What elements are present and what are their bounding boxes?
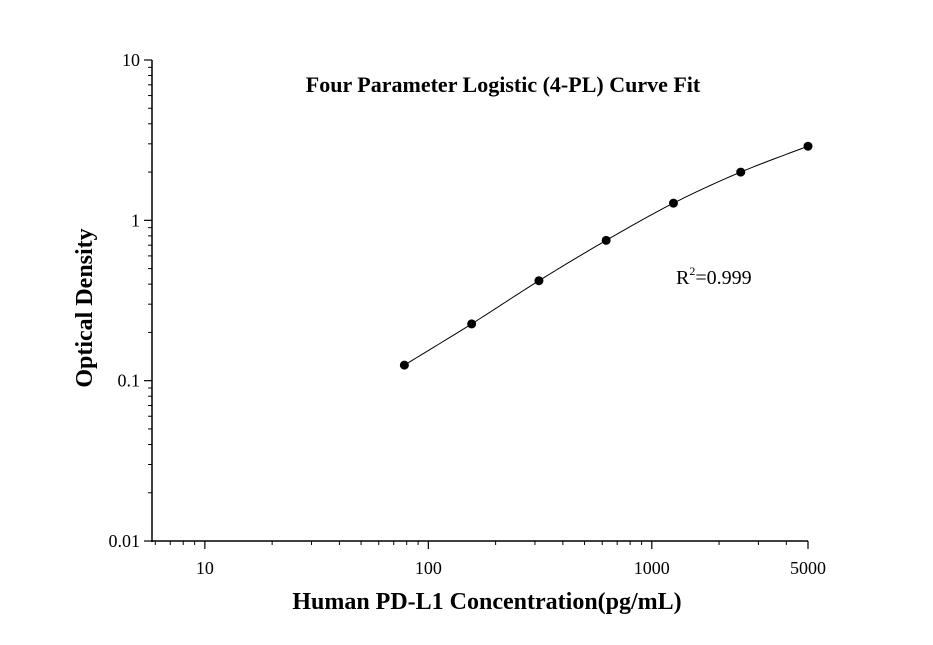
fit-curve-group [404, 145, 809, 366]
axes: 0.01 0.1 1 10 10 100 1000 5000 [109, 50, 827, 578]
x-tick-label: 1000 [634, 558, 670, 578]
r-squared-value: =0.999 [695, 267, 751, 289]
data-points [399, 141, 813, 370]
r-squared-annotation: R2=0.999 [676, 264, 752, 289]
r-squared-base: R [676, 267, 690, 289]
data-point [534, 276, 544, 286]
x-tick-label: 100 [415, 558, 442, 578]
y-tick-label: 1 [131, 210, 140, 230]
y-tick-label: 0.1 [118, 371, 141, 391]
data-point [668, 198, 678, 208]
x-tick-label: 5000 [790, 558, 826, 578]
y-tick-label: 10 [122, 50, 140, 70]
fit-curve [404, 145, 809, 366]
r-squared-sup: 2 [689, 264, 695, 278]
y-tick-label: 0.01 [109, 531, 141, 551]
data-point [601, 235, 611, 245]
x-tick-label: 10 [196, 558, 214, 578]
chart-title: Four Parameter Logistic (4-PL) Curve Fit [306, 72, 701, 97]
x-axis-label: Human PD-L1 Concentration(pg/mL) [292, 589, 681, 615]
data-point [399, 360, 409, 370]
data-point [803, 141, 813, 151]
data-point [467, 319, 477, 329]
data-point [736, 167, 746, 177]
y-axis-label: Optical Density [72, 228, 98, 387]
